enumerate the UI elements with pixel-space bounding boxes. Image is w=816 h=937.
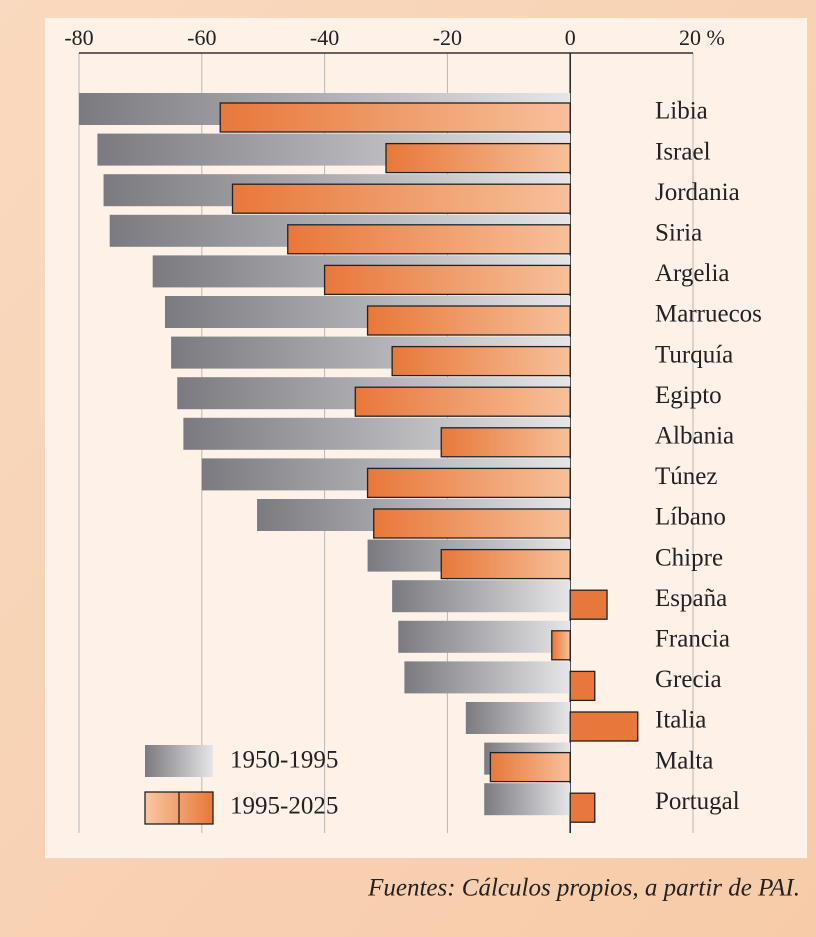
- category-label: Libia: [655, 98, 708, 125]
- bar: [398, 620, 571, 653]
- category-label: Egipto: [655, 382, 722, 409]
- x-tick-label: 20 %: [679, 25, 725, 50]
- x-tick-label: -60: [187, 25, 216, 50]
- category-label: Chipre: [655, 544, 723, 571]
- category-label: Malta: [655, 747, 713, 774]
- legend-label: 1995-2025: [230, 793, 338, 820]
- category-label: Líbano: [655, 504, 726, 531]
- bar: [366, 467, 571, 499]
- source-note: Fuentes: Cálculos propios, a partir de P…: [367, 875, 800, 902]
- category-label: Túnez: [655, 463, 717, 490]
- category-label: Francia: [655, 626, 730, 653]
- bar: [569, 792, 596, 823]
- bar: [287, 224, 571, 255]
- category-label: Turquía: [655, 341, 733, 368]
- x-tick-label: -80: [64, 25, 93, 50]
- bar: [440, 427, 571, 458]
- bar: [385, 142, 571, 174]
- x-tick-label: -20: [433, 25, 462, 50]
- category-label: Grecia: [655, 666, 722, 693]
- bar: [551, 630, 571, 661]
- legend-swatch: [145, 745, 213, 777]
- bar: [489, 751, 571, 783]
- bar: [391, 345, 571, 377]
- bar: [484, 783, 571, 816]
- x-tick-label: -40: [310, 25, 339, 50]
- bar: [569, 711, 639, 742]
- bar: [392, 580, 571, 613]
- category-label: España: [655, 585, 727, 612]
- bar: [373, 508, 571, 539]
- category-label: Italia: [655, 707, 706, 734]
- category-label: Marruecos: [655, 301, 762, 328]
- category-label: Siria: [655, 220, 702, 247]
- bar: [366, 305, 571, 336]
- category-label: Israel: [655, 138, 711, 165]
- category-label: Jordania: [655, 179, 740, 206]
- bar: [569, 589, 608, 620]
- bar: [231, 183, 571, 214]
- legend-label: 1950-1995: [230, 747, 338, 774]
- bar: [323, 264, 571, 296]
- bar: [569, 670, 596, 702]
- category-label: Portugal: [655, 788, 740, 815]
- bar: [219, 102, 571, 133]
- bar: [465, 702, 571, 734]
- x-tick-label: 0: [565, 25, 576, 50]
- bar: [354, 386, 571, 417]
- bar: [404, 661, 571, 694]
- category-label: Albania: [655, 423, 734, 450]
- plot-area: -80 -60 -40 -20 0 20 % Libia Israel Jordania Siri…: [64, 25, 762, 833]
- category-label: Argelia: [655, 260, 730, 287]
- bar: [440, 548, 571, 580]
